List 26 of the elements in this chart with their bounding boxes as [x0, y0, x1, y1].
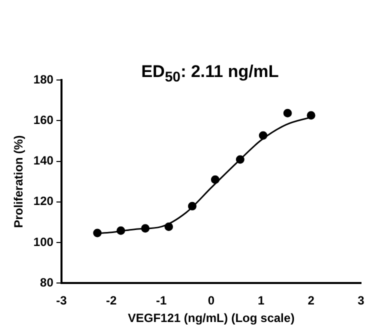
point	[236, 155, 244, 164]
y-tick-label: 120	[33, 194, 54, 208]
point	[93, 228, 102, 238]
x-tick-label: -3	[56, 294, 68, 308]
x-tick-label: 3	[358, 294, 365, 308]
x-tick-label: 2	[308, 294, 315, 308]
point	[306, 111, 316, 120]
point	[258, 131, 268, 140]
y-tick-label: 100	[33, 234, 54, 249]
x-tick-label: 0	[208, 294, 215, 308]
x-axis-title: VEGF121 (ng/mL) (Log scale)	[128, 311, 295, 326]
point	[210, 175, 220, 184]
y-tick-label: 180	[33, 72, 54, 86]
point	[116, 226, 126, 235]
x-tick-label: 1	[258, 294, 265, 308]
y-axis-title: Proliferation (%)	[12, 135, 26, 228]
point	[141, 224, 150, 233]
chart-title: ED$_{50}$: 2.11 ng/mL	[140, 62, 280, 86]
y-tick-label: 80	[40, 276, 54, 290]
y-tick-label: 160	[33, 112, 54, 127]
x-tick-label: -2	[106, 294, 118, 308]
point	[164, 222, 174, 231]
point	[283, 108, 292, 118]
point	[188, 202, 196, 210]
x-tick-label: -1	[156, 294, 167, 308]
y-tick-label: 140	[33, 154, 54, 168]
